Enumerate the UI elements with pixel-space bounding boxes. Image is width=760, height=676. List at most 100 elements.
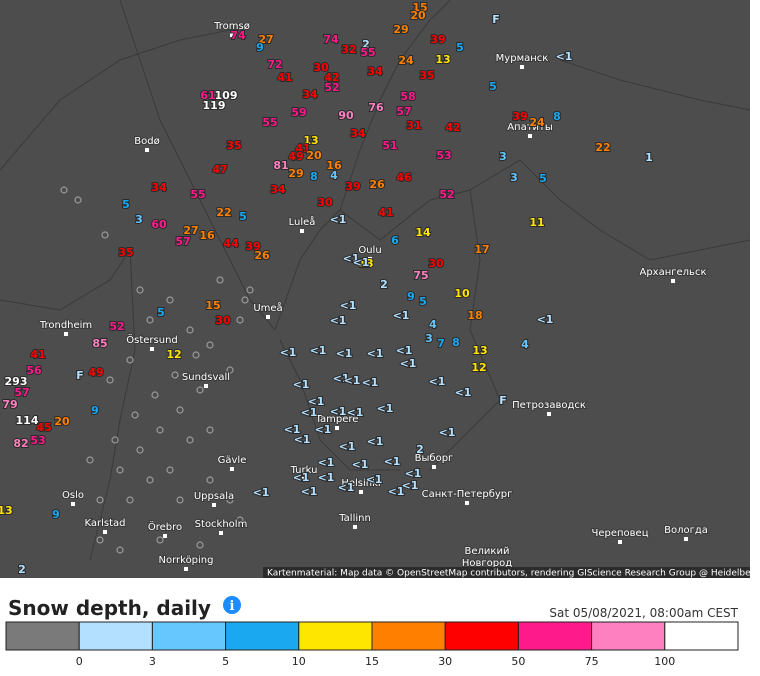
snow-depth-label: 44 [223,237,239,250]
no-snow-marker [216,276,224,284]
city-marker [230,467,234,471]
snow-depth-label: 5 [489,80,497,93]
legend-swatch [78,621,153,651]
snow-depth-label: 60 [151,218,167,231]
snow-depth-label: 13 [358,257,373,270]
snow-depth-label: <1 [333,372,350,385]
snow-depth-label: <1 [330,213,347,226]
snow-depth-label: 8 [553,110,561,123]
snow-depth-label: 34 [270,183,286,196]
snow-depth-label: <1 [352,458,369,471]
no-snow-marker [86,456,94,464]
snow-depth-label: 35 [226,139,241,152]
city-marker [212,503,216,507]
city-name: Tromsø [213,21,250,32]
city-name: Архангельск [639,267,706,278]
snow-depth-label: F [76,369,84,382]
snow-depth-label: <1 [344,374,361,387]
snow-depth-label: <1 [284,423,301,436]
no-snow-marker [116,466,124,474]
no-snow-marker [196,541,204,549]
borders [0,0,751,561]
snow-depth-label: 13 [435,53,450,66]
city-name: Tampere [315,414,359,425]
no-snow-marker [116,546,124,554]
city-name: Tallinn [338,513,371,524]
city-marker [684,537,688,541]
snow-depth-label: 42 [445,121,460,134]
city-name: Uppsala [194,491,234,502]
snow-depth-label: <1 [429,375,446,388]
snow-depth-label: 13 [303,134,318,147]
snow-depth-label: 2 [380,278,388,291]
snow-depth-label: <1 [362,376,379,389]
snow-depth-label: 4 [330,169,338,182]
snow-depth-label: <1 [366,473,383,486]
snow-depth-label: <1 [396,344,413,357]
snow-depth-label: 5 [122,198,130,211]
legend-swatch [591,621,666,651]
no-snow-marker [186,436,194,444]
city-marker [103,530,107,534]
svg-text:i: i [230,599,235,614]
snow-depth-label: 30 [215,314,231,327]
snow-depth-label: 55 [262,116,277,129]
snow-depth-label: 49 [88,366,103,379]
snow-depth-label: <1 [318,471,335,484]
snow-depth-label: 13 [0,504,13,517]
no-snow-marker [60,186,68,194]
no-snow-marker [206,341,214,349]
city-name: Turku [290,465,318,476]
snow-depth-label: 8 [310,170,318,183]
snow-depth-label: <1 [405,467,422,480]
snow-depth-label: 13 [472,344,487,357]
snow-depth-label: 34 [302,88,318,101]
snow-depth-label: 2 [362,38,370,51]
no-snow-marker [136,446,144,454]
snow-depth-label: 51 [382,139,397,152]
snow-depth-label: <1 [384,455,401,468]
no-snow-marker [171,371,179,379]
snow-depth-label: 41 [277,71,292,84]
info-icon[interactable]: i [223,596,241,614]
city-marker [71,502,75,506]
legend-swatch [298,621,373,651]
timestamp: Sat 05/08/2021, 08:00am CEST [549,606,738,620]
no-snow-marker [176,496,184,504]
snow-depth-label: 29 [288,167,303,180]
snow-depth-label: 1 [645,151,653,164]
legend-scale: 0 3 5 10 15 30 50 75 100 [5,621,739,668]
snow-depth-label: 24 [529,116,545,129]
snow-depth-label: 79 [2,398,17,411]
snow-depth-label: 58 [400,90,415,103]
no-snow-marker [111,436,119,444]
city-marker [520,65,524,69]
snow-depth-label: 3 [499,150,507,163]
no-snow-marker [101,231,109,239]
snow-depth-label: 17 [474,243,489,256]
snow-depth-label: 47 [212,163,227,176]
no-snow-marker [241,296,249,304]
snow-depth-label: 27 [258,33,273,46]
snow-depth-label: 4 [429,318,437,331]
snow-depth-label: <1 [336,347,353,360]
snow-depth-label: <1 [402,479,419,492]
snow-depth-label: 30 [313,61,329,74]
snow-depth-label: <1 [439,426,456,439]
snow-depth-label: 42 [324,71,339,84]
snow-depth-label: 55 [360,46,375,59]
snow-depth-label: 3 [425,332,433,345]
snow-depth-label: 9 [256,41,264,54]
no-snow-marker [106,376,114,384]
city-marker [465,501,469,505]
snow-depth-label: 31 [406,119,421,132]
snow-depth-label: <1 [308,395,325,408]
no-snow-marker [166,296,174,304]
no-snow-marker [186,326,194,334]
city-name: Karlstad [84,518,125,529]
no-snow-marker [126,496,134,504]
city-marker [618,540,622,544]
city-name: Norrköping [158,555,213,566]
snow-depth-label: <1 [537,313,554,326]
